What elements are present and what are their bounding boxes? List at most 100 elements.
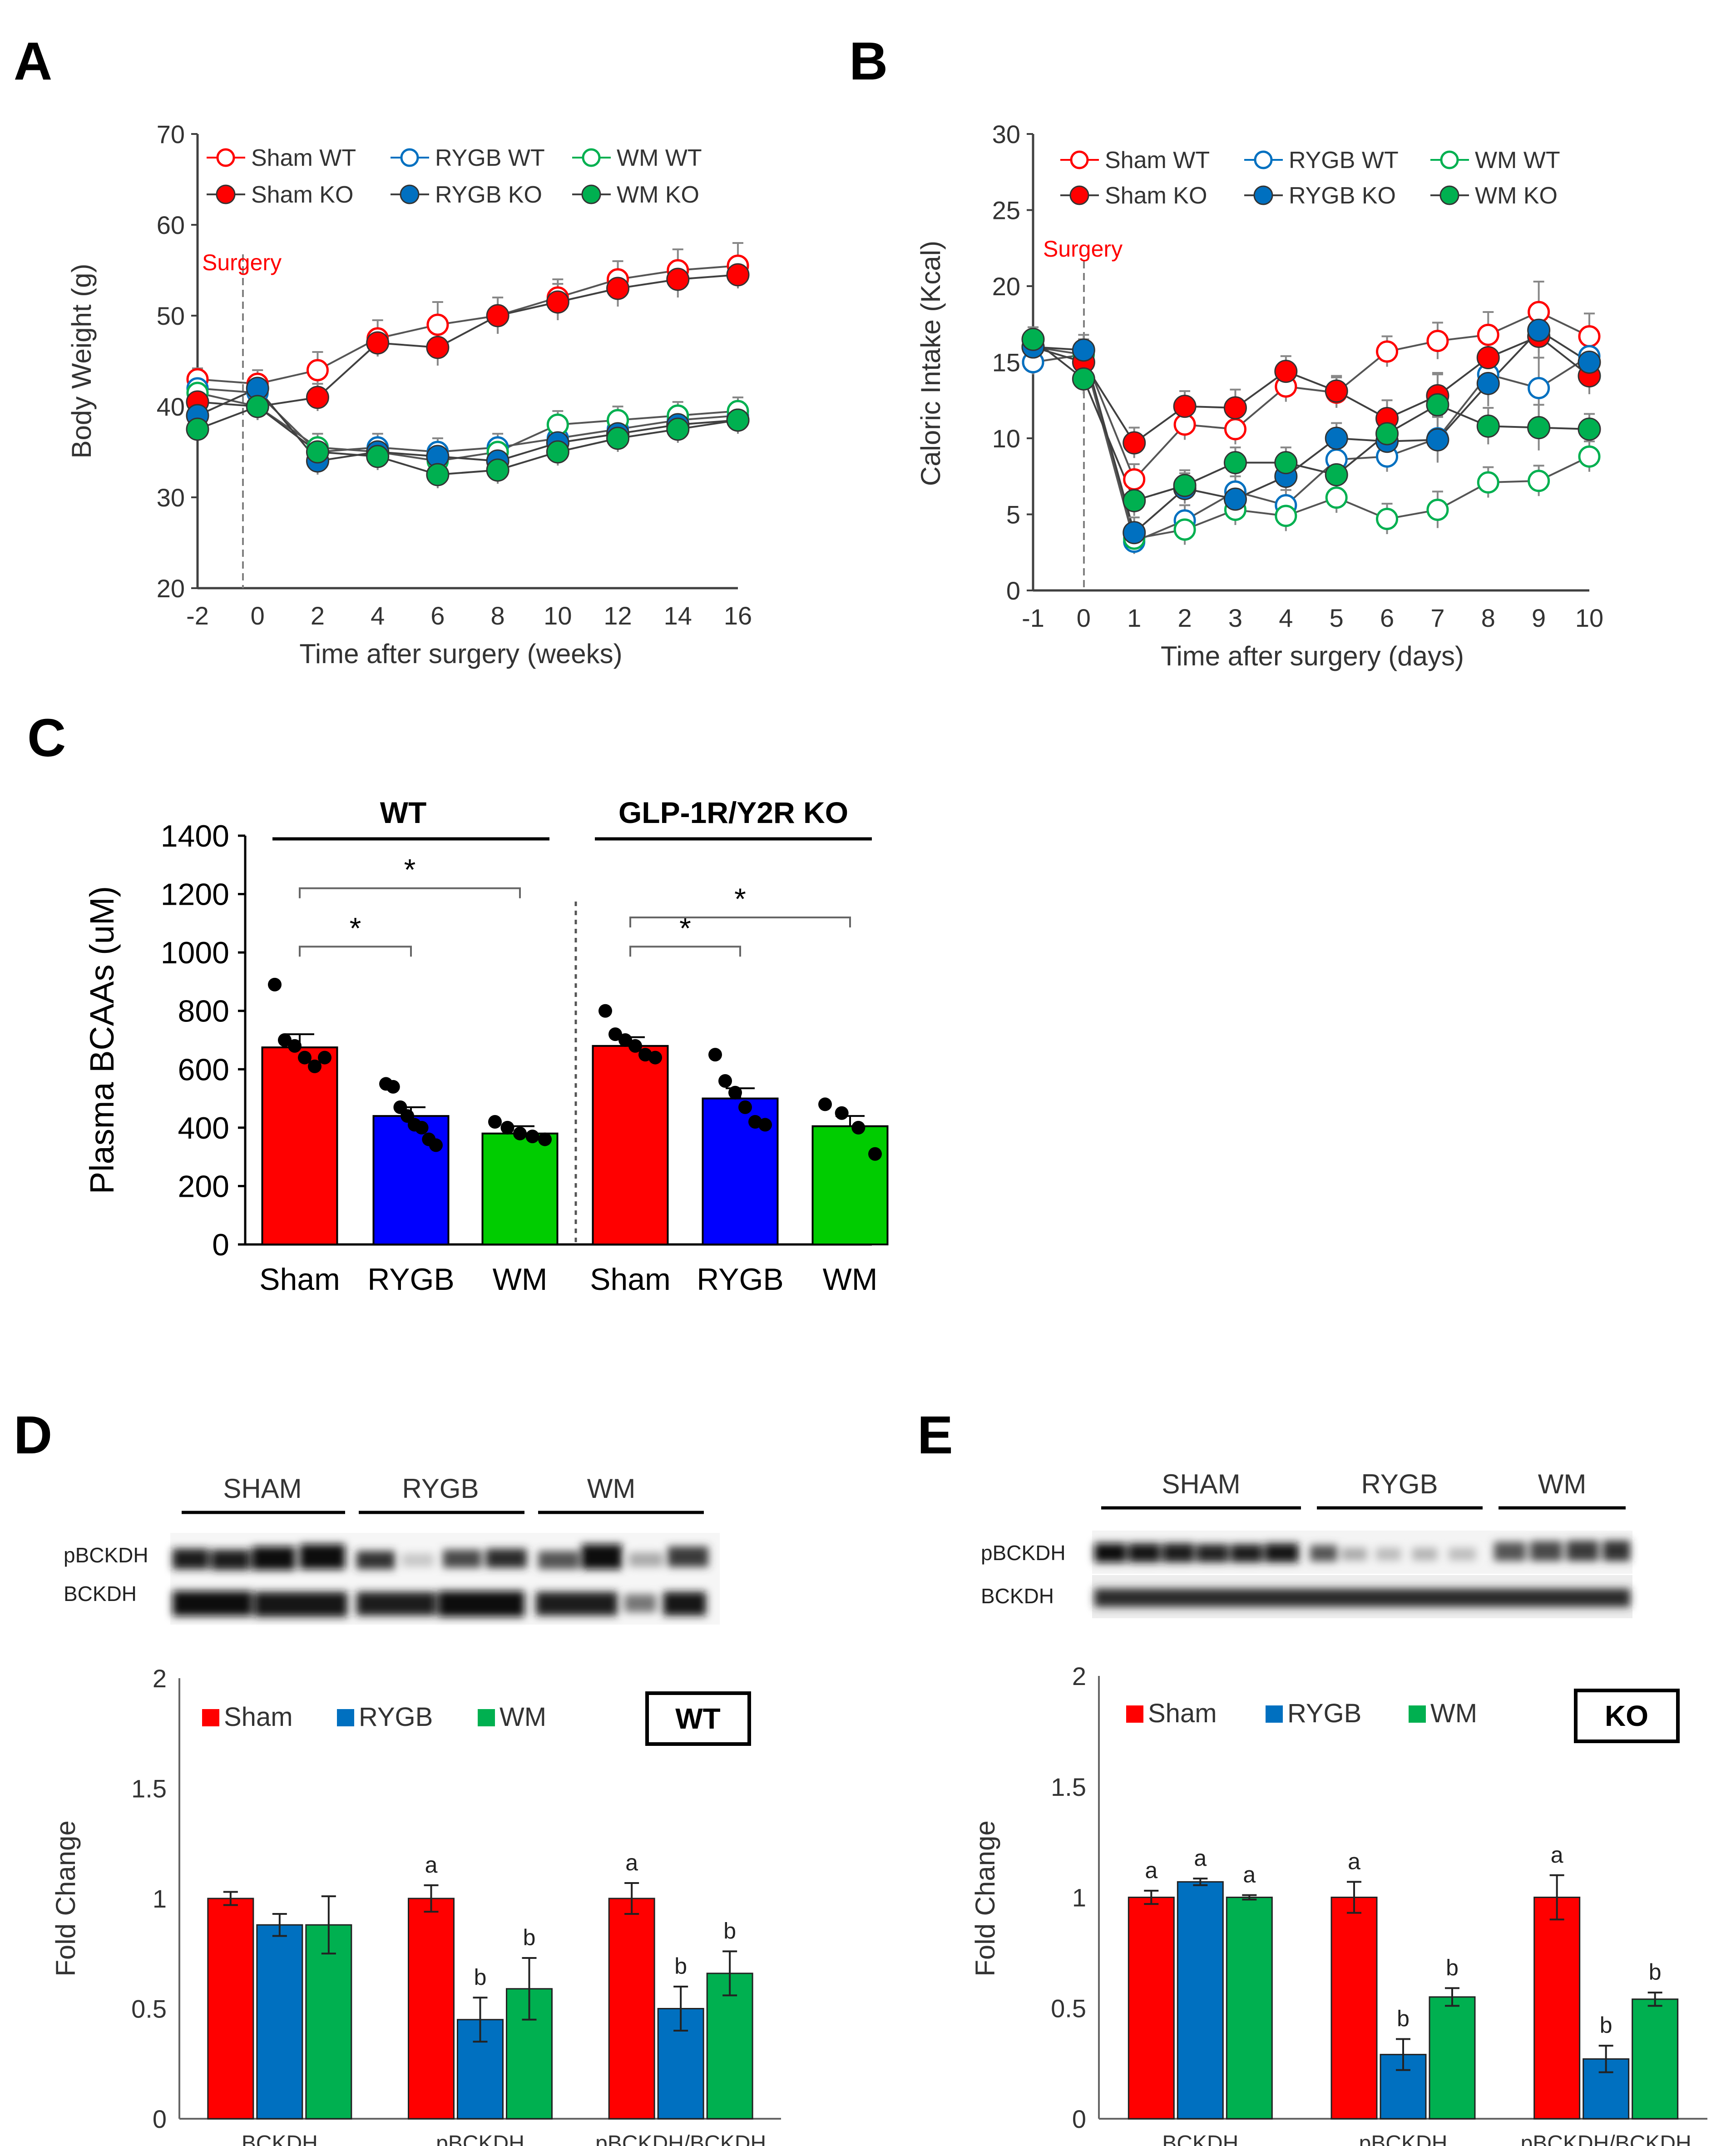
x-tick-label: 12	[603, 601, 632, 630]
legend-item-rygb-wt: RYGB WT	[391, 145, 545, 171]
y-tick-label: 50	[157, 302, 185, 330]
chart-c: WT GLP-1R/Y2R KO Plasma BCAAs (uM) 0 200 4…	[83, 796, 889, 1297]
data-point	[546, 440, 569, 464]
legend-label: RYGB KO	[435, 182, 542, 208]
legend-label-rygb: RYGB	[1287, 1699, 1361, 1728]
data-point	[598, 1004, 612, 1018]
panel-label-d: D	[14, 1405, 52, 1465]
significance-letter: a	[1551, 1842, 1563, 1868]
data-point	[366, 331, 390, 355]
data-point	[306, 359, 329, 382]
significance-letter: b	[674, 1953, 687, 1979]
data-point	[278, 1033, 292, 1047]
legend: Sham RYGB WM	[202, 1702, 546, 1732]
genotype-box-label: WT	[675, 1702, 721, 1735]
data-point	[513, 1126, 527, 1140]
x-tick-label: 8	[491, 601, 505, 630]
legend: Sham WT RYGB WT WM WT Sham KO RYGB KO WM…	[1060, 147, 1560, 209]
x-tick-label: 10	[1575, 604, 1603, 632]
y-tick-label: 30	[157, 483, 185, 512]
data-point	[1275, 505, 1297, 527]
x-tick-label: Sham	[259, 1262, 340, 1297]
data-point	[1477, 471, 1499, 494]
blot-d: SHAM RYGB WM pBCKDH BCKDH	[64, 1473, 720, 1625]
genotype-box	[645, 1691, 751, 1746]
significance-bracket	[299, 946, 412, 957]
x-tick-label: RYGB	[697, 1262, 783, 1297]
x-tick-label: 6	[1380, 604, 1394, 632]
x-tick-label: 3	[1228, 604, 1242, 632]
blot-group-rygb: RYGB	[402, 1473, 479, 1504]
y-axis-label: Plasma BCAAs (uM)	[83, 886, 121, 1194]
legend-label-wm: WM	[500, 1702, 546, 1732]
panel-label-e: E	[917, 1405, 953, 1465]
data-point	[268, 977, 282, 991]
significance-letter: a	[425, 1852, 438, 1878]
x-tick-label: 14	[664, 601, 692, 630]
data-point	[318, 1051, 331, 1065]
y-tick-label: 10	[992, 424, 1020, 453]
y-tick-label: 1000	[161, 936, 229, 970]
x-tick-label: BCKDH	[242, 2131, 318, 2146]
y-tick-label: 1400	[161, 819, 229, 853]
data-point	[288, 1039, 302, 1053]
significance-label: *	[679, 911, 691, 945]
bar	[1429, 1996, 1476, 2120]
significance-letter: a	[1194, 1845, 1207, 1871]
legend-item-wm-wt: WM WT	[1430, 147, 1560, 173]
group-title-wt: WT	[380, 796, 427, 829]
data-point	[666, 417, 690, 441]
bar	[592, 1045, 669, 1246]
bar	[481, 1132, 559, 1246]
x-tick-label: 8	[1481, 604, 1495, 632]
y-tick-label: 1	[1072, 1883, 1086, 1912]
data-point	[186, 417, 209, 441]
blot-bands-bckdh	[1094, 1589, 1630, 1607]
x-axis-label: Time after surgery (weeks)	[299, 639, 622, 669]
data-point	[1072, 338, 1095, 362]
legend-label: RYGB WT	[1289, 147, 1399, 173]
y-tick-label: 2	[153, 1664, 167, 1693]
legend-item-wm-wt: WM WT	[572, 145, 702, 171]
x-axis-label: Time after surgery (days)	[1161, 641, 1464, 671]
data-point	[758, 1118, 772, 1132]
data-point	[1123, 431, 1146, 455]
x-tick-label: Sham	[590, 1262, 671, 1297]
bar	[811, 1125, 889, 1245]
data-point	[606, 426, 630, 450]
bar	[261, 1046, 338, 1246]
y-tick-label: 800	[178, 994, 229, 1029]
data-point	[1375, 422, 1399, 446]
x-tick-label: 7	[1430, 604, 1444, 632]
data-point	[1325, 379, 1348, 403]
significance-label: *	[404, 853, 416, 887]
blot-group-wm: WM	[587, 1473, 636, 1504]
legend-label: RYGB KO	[1289, 183, 1396, 209]
data-point	[1426, 393, 1449, 416]
x-tick-label: WM	[823, 1262, 878, 1297]
y-tick-label: 20	[992, 272, 1020, 301]
data-point	[488, 1115, 502, 1129]
legend-label-rygb: RYGB	[359, 1702, 433, 1732]
bar	[706, 1973, 753, 2120]
y-tick-label: 1	[153, 1884, 167, 1913]
legend-swatch-sham	[202, 1709, 219, 1726]
significance-letter: b	[723, 1918, 736, 1943]
legend: Sham RYGB WM	[1126, 1699, 1477, 1728]
genotype-box-label: KO	[1605, 1700, 1648, 1732]
bar	[1533, 1897, 1581, 2120]
data-point	[818, 1097, 832, 1111]
bar	[372, 1115, 450, 1245]
series-line-wm-wt	[197, 392, 738, 462]
y-tick-label: 20	[157, 574, 185, 603]
series-line-rygb-ko	[1033, 329, 1590, 535]
data-point	[426, 463, 450, 486]
series-line-wm-wt	[1033, 346, 1590, 540]
bar	[1330, 1897, 1378, 2120]
legend-item-sham-wt: Sham WT	[1060, 147, 1210, 173]
x-tick-label: 16	[724, 601, 752, 630]
data-point	[1325, 463, 1348, 486]
legend-label-sham: Sham	[1148, 1699, 1217, 1728]
y-tick-label: 70	[157, 120, 185, 149]
blot-group-sham: SHAM	[223, 1473, 302, 1504]
